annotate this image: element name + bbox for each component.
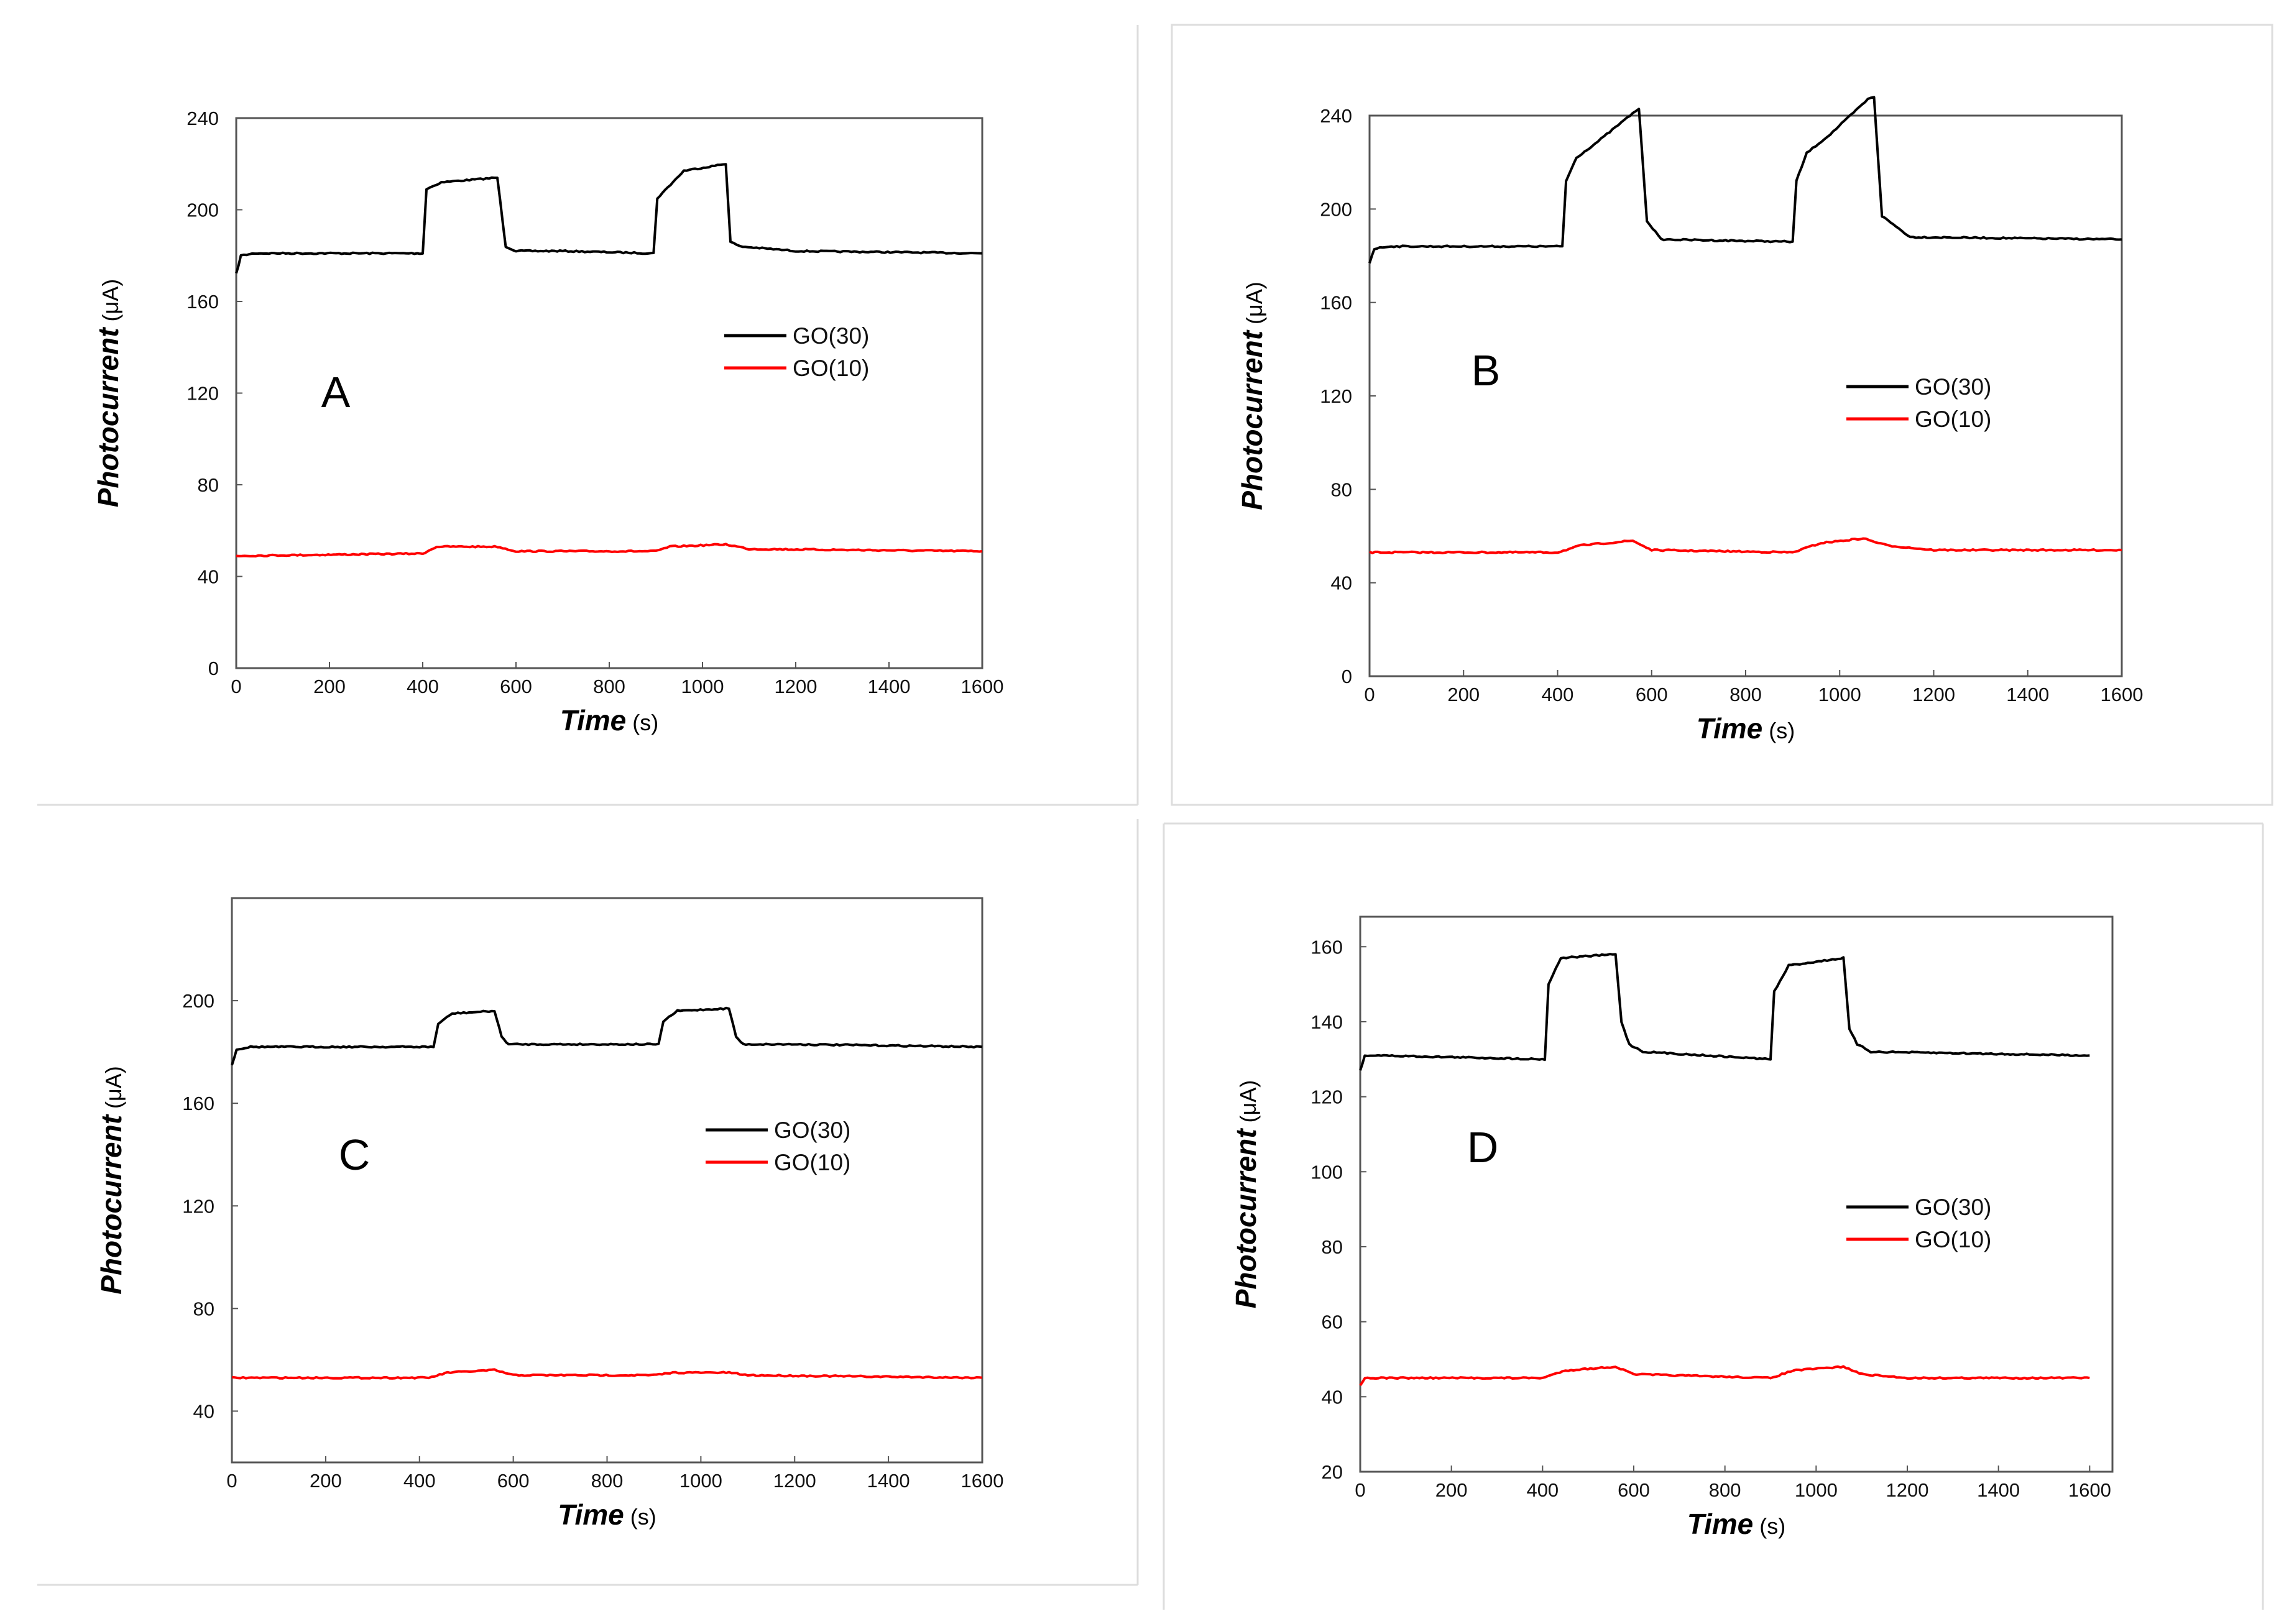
panel-a-xtick-label: 800 bbox=[593, 676, 625, 697]
panel-d-legend-label: GO(30) bbox=[1915, 1195, 1991, 1220]
panel-b-letter: B bbox=[1472, 346, 1501, 395]
panel-b-ytick-label: 200 bbox=[1320, 198, 1352, 220]
panel-d-x-axis-label: Time (s) bbox=[1687, 1508, 1786, 1540]
panel-a-xtick-label: 1400 bbox=[868, 676, 911, 697]
panel-b-xtick-label: 1400 bbox=[2006, 684, 2049, 705]
panel-a-y-axis-label: Photocurrent(μA) bbox=[92, 279, 124, 508]
panel-a-xtick-label: 1200 bbox=[775, 676, 818, 697]
panel-b-xtick-label: 1600 bbox=[2101, 684, 2144, 705]
panel-a-series-go10 bbox=[236, 543, 983, 557]
panel-a-xtick-label: 0 bbox=[231, 676, 241, 697]
panel-b-xtick-label: 1200 bbox=[1912, 684, 1955, 705]
panel-c: 40 80 120 160 200 0 200 400 600 800 1000 1200 1400 16… bbox=[95, 897, 1004, 1531]
panel-d-series-go30 bbox=[1359, 953, 2090, 1071]
panel-b-ytick-label: 0 bbox=[1342, 666, 1352, 687]
panel-c-ytick-label: 80 bbox=[193, 1298, 214, 1319]
panel-b-xtick-label: 800 bbox=[1729, 684, 1762, 705]
panel-a-ytick-label: 0 bbox=[208, 658, 219, 679]
panel-d-xtick-label: 1600 bbox=[2068, 1479, 2111, 1501]
panel-d-ytick-label: 20 bbox=[1322, 1461, 1343, 1483]
panel-c-ytick-label: 200 bbox=[182, 990, 214, 1012]
panel-c-xtick-label: 1000 bbox=[679, 1470, 722, 1492]
panel-d-ytick-label: 140 bbox=[1310, 1011, 1343, 1033]
panel-a-series-go30 bbox=[235, 163, 983, 274]
panel-d-ytick-label: 80 bbox=[1322, 1236, 1343, 1258]
panel-b-series-go10 bbox=[1369, 537, 2122, 554]
panel-c-ytick-label: 160 bbox=[182, 1093, 214, 1114]
panel-d-y-axis-label: Photocurrent(μA) bbox=[1230, 1080, 1262, 1309]
panel-c-xtick-label: 800 bbox=[591, 1470, 624, 1492]
panel-b: 0 40 80 120 160 200 240 0 200 400 600 800 1000 1200 14… bbox=[1236, 96, 2144, 745]
panel-c-legend-label: GO(30) bbox=[774, 1117, 850, 1143]
panel-c-xtick-label: 200 bbox=[310, 1470, 342, 1492]
panel-c-ytick-label: 40 bbox=[193, 1400, 214, 1422]
panel-a-xtick-label: 200 bbox=[313, 676, 346, 697]
panel-d-xtick-label: 400 bbox=[1526, 1479, 1559, 1501]
panel-c-ytick-label: 120 bbox=[182, 1195, 214, 1217]
panel-b-legend-label: GO(10) bbox=[1915, 406, 1991, 432]
panel-d-ytick-label: 160 bbox=[1310, 936, 1343, 958]
panel-a-ytick-label: 160 bbox=[187, 291, 219, 313]
panel-d-xtick-label: 800 bbox=[1709, 1479, 1741, 1501]
panel-a-ytick-label: 80 bbox=[198, 474, 219, 496]
panel-a-xtick-label: 1000 bbox=[681, 676, 724, 697]
panel-d-ytick-label: 40 bbox=[1322, 1386, 1343, 1408]
panel-a-xtick-label: 600 bbox=[500, 676, 532, 697]
panel-c-xtick-label: 1400 bbox=[867, 1470, 910, 1492]
panel-a-xtick-label: 400 bbox=[407, 676, 439, 697]
panel-b-ytick-label: 240 bbox=[1320, 105, 1352, 127]
panel-a-legend-label: GO(10) bbox=[793, 356, 869, 381]
panel-d-xtick-label: 600 bbox=[1618, 1479, 1650, 1501]
panel-border-b bbox=[1171, 24, 2273, 806]
panel-b-x-axis-label: Time (s) bbox=[1697, 712, 1795, 745]
panel-d-xtick-label: 1000 bbox=[1795, 1479, 1838, 1501]
panel-b-xtick-label: 400 bbox=[1542, 684, 1574, 705]
panel-d-xtick-label: 1400 bbox=[1977, 1479, 2020, 1501]
panel-c-xtick-label: 600 bbox=[497, 1470, 530, 1492]
panel-c-series-go30 bbox=[231, 1006, 983, 1066]
panel-d-letter: D bbox=[1467, 1123, 1499, 1172]
panel-c-x-axis-label: Time (s) bbox=[558, 1498, 656, 1531]
panel-a-ytick-label: 200 bbox=[187, 200, 219, 221]
panel-b-xtick-label: 600 bbox=[1636, 684, 1668, 705]
panel-c-letter: C bbox=[339, 1131, 371, 1179]
panel-d-ytick-label: 100 bbox=[1310, 1161, 1343, 1183]
panel-a-ytick-label: 120 bbox=[187, 383, 219, 405]
panel-b-ytick-label: 160 bbox=[1320, 292, 1352, 314]
panel-a: 0 40 80 120 160 200 240 0 200 400 600 800 1000 1200 14… bbox=[92, 108, 1003, 736]
panel-d-xtick-label: 200 bbox=[1435, 1479, 1468, 1501]
panel-a-xtick-label: 1600 bbox=[961, 676, 1004, 697]
panel-b-ytick-label: 40 bbox=[1331, 572, 1352, 594]
panel-d-ytick-label: 60 bbox=[1322, 1311, 1343, 1333]
panel-c-xtick-label: 400 bbox=[403, 1470, 436, 1492]
panel-a-x-axis-label: Time (s) bbox=[560, 704, 659, 736]
panel-b-series-go30 bbox=[1368, 96, 2122, 264]
panel-b-legend-label: GO(30) bbox=[1915, 374, 1991, 400]
panel-c-legend-label: GO(10) bbox=[774, 1150, 850, 1175]
panel-c-xtick-label: 0 bbox=[226, 1470, 237, 1492]
panel-d-plot-area bbox=[1359, 915, 2114, 1473]
panel-c-xtick-label: 1200 bbox=[773, 1470, 816, 1492]
panel-a-legend-label: GO(30) bbox=[793, 323, 869, 349]
panel-b-xtick-label: 200 bbox=[1447, 684, 1480, 705]
panel-b-xtick-label: 1000 bbox=[1818, 684, 1861, 705]
panel-b-y-axis-label: Photocurrent(μA) bbox=[1236, 282, 1268, 510]
panel-d-ytick-label: 120 bbox=[1310, 1086, 1343, 1108]
panel-d-legend-label: GO(10) bbox=[1915, 1227, 1991, 1252]
panel-c-xtick-label: 1600 bbox=[961, 1470, 1004, 1492]
panel-d-xtick-label: 1200 bbox=[1886, 1479, 1929, 1501]
panel-d-xtick-label: 0 bbox=[1355, 1479, 1365, 1501]
panel-c-series-go10 bbox=[231, 1368, 983, 1380]
panel-a-ytick-label: 240 bbox=[187, 108, 219, 129]
panel-b-ytick-label: 80 bbox=[1331, 479, 1352, 500]
panel-c-y-axis-label: Photocurrent(μA) bbox=[95, 1066, 127, 1295]
panel-a-letter: A bbox=[321, 368, 351, 416]
panel-a-ytick-label: 40 bbox=[198, 566, 219, 588]
panel-d-series-go10 bbox=[1359, 1365, 2090, 1387]
panel-b-xtick-label: 0 bbox=[1364, 684, 1375, 705]
panel-b-ytick-label: 120 bbox=[1320, 385, 1352, 407]
